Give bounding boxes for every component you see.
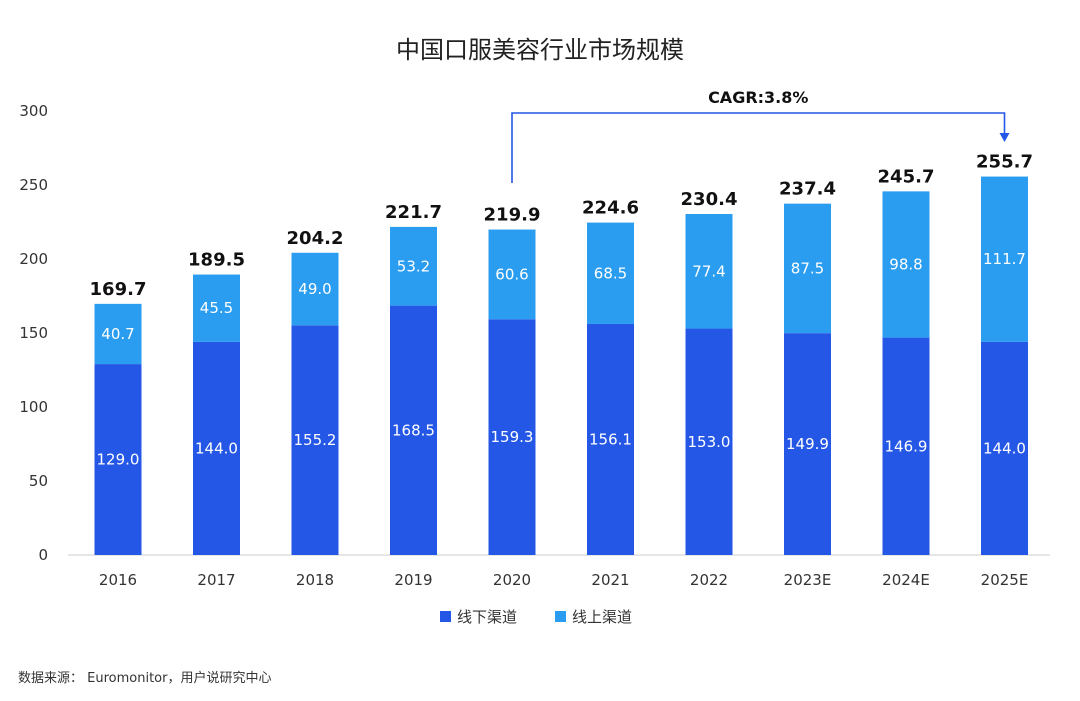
data-label-offline: 156.1 bbox=[589, 430, 632, 448]
bar-online-2017 bbox=[193, 274, 240, 342]
bar-online-2025E bbox=[981, 176, 1028, 342]
bar-offline-2021 bbox=[587, 323, 634, 555]
x-tick-label: 2023E bbox=[784, 571, 832, 589]
bar-offline-2016 bbox=[94, 364, 142, 555]
cagr-arrow-head bbox=[999, 133, 1010, 142]
x-tick-label: 2024E bbox=[882, 571, 930, 589]
data-label-online: 111.7 bbox=[983, 250, 1026, 268]
cagr-bracket bbox=[511, 112, 1006, 183]
bar-offline-2017 bbox=[193, 341, 240, 555]
y-tick-label: 200 bbox=[19, 250, 48, 268]
bar-online-2023E bbox=[784, 203, 831, 334]
bar-offline-2019 bbox=[390, 305, 437, 555]
bar-online-2020 bbox=[488, 229, 536, 320]
x-tick-label: 2025E bbox=[981, 571, 1029, 589]
total-label: 221.7 bbox=[385, 202, 442, 223]
y-tick-label: 250 bbox=[19, 176, 48, 194]
total-label: 169.7 bbox=[90, 279, 147, 300]
bar-offline-2024E bbox=[882, 337, 930, 555]
data-label-online: 60.6 bbox=[495, 265, 528, 283]
y-tick-label: 100 bbox=[19, 398, 48, 416]
y-tick-label: 150 bbox=[19, 324, 48, 342]
data-label-offline: 144.0 bbox=[195, 439, 238, 457]
legend-swatch-online bbox=[555, 611, 566, 622]
bar-online-2019 bbox=[390, 226, 437, 306]
data-label-offline: 129.0 bbox=[97, 451, 140, 469]
x-tick-label: 2018 bbox=[296, 571, 334, 589]
data-label-offline: 155.2 bbox=[294, 431, 337, 449]
data-label-online: 68.5 bbox=[594, 264, 627, 282]
cagr-label: CAGR:3.8% bbox=[708, 88, 808, 107]
total-label: 204.2 bbox=[287, 228, 344, 249]
y-tick-label: 300 bbox=[19, 102, 48, 120]
bar-online-2018 bbox=[291, 252, 339, 326]
data-label-online: 53.2 bbox=[397, 257, 430, 275]
total-label: 230.4 bbox=[681, 189, 738, 210]
data-label-offline: 153.0 bbox=[688, 433, 731, 451]
x-tick-label: 2021 bbox=[591, 571, 629, 589]
x-tick-label: 2017 bbox=[197, 571, 235, 589]
x-tick-label: 2020 bbox=[493, 571, 531, 589]
bar-offline-2022 bbox=[685, 328, 733, 555]
legend-label-online: 线上渠道 bbox=[572, 608, 632, 626]
data-label-offline: 144.0 bbox=[983, 439, 1026, 457]
x-tick-label: 2022 bbox=[690, 571, 728, 589]
x-tick-label: 2016 bbox=[99, 571, 137, 589]
y-tick-label: 50 bbox=[29, 472, 48, 490]
bar-online-2021 bbox=[587, 222, 634, 324]
bar-online-2016 bbox=[94, 303, 142, 365]
bar-offline-2018 bbox=[291, 325, 339, 555]
x-tick-label: 2019 bbox=[394, 571, 432, 589]
data-label-online: 49.0 bbox=[298, 280, 331, 298]
legend-swatch-offline bbox=[440, 611, 451, 622]
data-label-offline: 146.9 bbox=[885, 437, 928, 455]
bar-offline-2023E bbox=[784, 333, 831, 555]
data-label-offline: 168.5 bbox=[392, 421, 435, 439]
data-label-online: 77.4 bbox=[692, 262, 725, 280]
data-label-offline: 159.3 bbox=[491, 428, 534, 446]
legend-label-offline: 线下渠道 bbox=[457, 608, 517, 626]
y-tick-label: 0 bbox=[38, 546, 48, 564]
total-label: 245.7 bbox=[878, 166, 935, 187]
total-label: 237.4 bbox=[779, 179, 836, 200]
data-label-online: 45.5 bbox=[200, 299, 233, 317]
data-label-offline: 149.9 bbox=[786, 435, 829, 453]
total-label: 189.5 bbox=[188, 250, 245, 271]
total-label: 224.6 bbox=[582, 198, 639, 219]
bar-online-2024E bbox=[882, 191, 930, 338]
data-label-online: 98.8 bbox=[889, 255, 922, 273]
bar-offline-2020 bbox=[488, 319, 536, 555]
data-label-online: 40.7 bbox=[101, 325, 134, 343]
source-note: 数据来源： Euromonitor，用户说研究中心 bbox=[18, 671, 272, 686]
chart-title: 中国口服美容行业市场规模 bbox=[396, 36, 684, 64]
total-label: 255.7 bbox=[976, 152, 1033, 173]
bar-online-2022 bbox=[685, 214, 733, 329]
bar-offline-2025E bbox=[981, 341, 1028, 555]
total-label: 219.9 bbox=[484, 205, 541, 226]
data-label-online: 87.5 bbox=[791, 259, 824, 277]
